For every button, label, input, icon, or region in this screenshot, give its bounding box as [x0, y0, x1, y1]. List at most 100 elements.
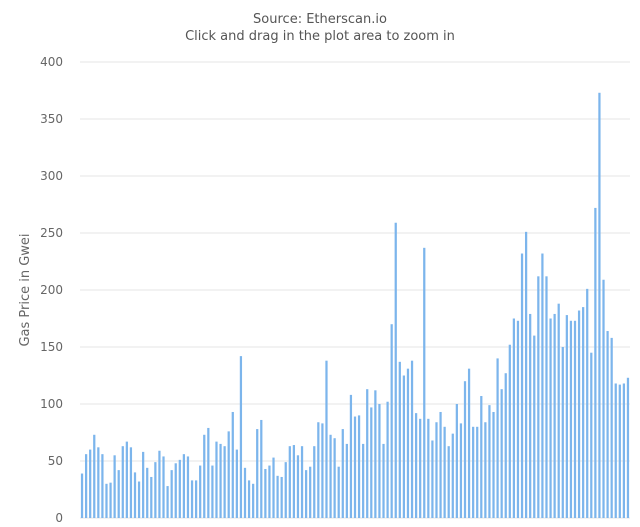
bar[interactable] — [89, 449, 92, 518]
bar[interactable] — [545, 276, 548, 518]
bar[interactable] — [533, 335, 536, 518]
bar[interactable] — [113, 455, 116, 518]
bar[interactable] — [586, 288, 589, 518]
bar[interactable] — [382, 443, 385, 518]
bar[interactable] — [463, 381, 467, 518]
bar[interactable] — [174, 463, 177, 518]
bar[interactable] — [345, 443, 348, 518]
bar[interactable] — [529, 313, 532, 518]
bar[interactable] — [288, 446, 291, 518]
bar[interactable] — [504, 373, 507, 518]
bar[interactable] — [80, 473, 84, 518]
bar[interactable] — [561, 347, 564, 518]
bar[interactable] — [366, 389, 369, 518]
bar[interactable] — [410, 360, 414, 518]
bar[interactable] — [207, 427, 210, 518]
bar[interactable] — [231, 411, 234, 518]
bar[interactable] — [480, 396, 483, 518]
bar[interactable] — [598, 92, 601, 518]
bar[interactable] — [431, 440, 434, 518]
bar[interactable] — [427, 418, 430, 518]
bar[interactable] — [284, 462, 287, 518]
bar[interactable] — [549, 318, 552, 519]
bars[interactable] — [80, 92, 630, 519]
bar[interactable] — [84, 454, 88, 518]
bar[interactable] — [199, 465, 202, 518]
bar[interactable] — [626, 377, 630, 518]
bar[interactable] — [582, 307, 585, 518]
bar[interactable] — [158, 450, 161, 518]
bar[interactable] — [455, 404, 458, 518]
bar[interactable] — [170, 470, 173, 518]
bar[interactable] — [223, 446, 226, 518]
bar[interactable] — [329, 434, 332, 518]
bar[interactable] — [472, 426, 475, 518]
bar[interactable] — [194, 480, 198, 518]
bar[interactable] — [614, 383, 617, 518]
bar[interactable] — [304, 470, 308, 518]
bar[interactable] — [125, 441, 128, 518]
bar[interactable] — [594, 207, 597, 519]
bar[interactable] — [211, 465, 214, 518]
bar[interactable] — [492, 411, 495, 518]
bar[interactable] — [602, 279, 605, 518]
bar[interactable] — [268, 465, 271, 518]
bar[interactable] — [439, 411, 442, 518]
bar[interactable] — [459, 423, 463, 518]
bar[interactable] — [520, 253, 524, 518]
bar[interactable] — [398, 361, 401, 518]
bar[interactable] — [512, 318, 516, 519]
bar[interactable] — [203, 434, 206, 518]
bar[interactable] — [590, 352, 593, 518]
bar[interactable] — [610, 337, 613, 518]
bar[interactable] — [227, 431, 230, 518]
bar[interactable] — [435, 422, 438, 518]
bar[interactable] — [569, 320, 573, 518]
bar[interactable] — [406, 368, 410, 518]
bar[interactable] — [321, 423, 324, 518]
bar[interactable] — [150, 476, 153, 518]
bar[interactable] — [117, 470, 120, 518]
bar[interactable] — [133, 472, 137, 518]
bar[interactable] — [247, 480, 251, 518]
bar[interactable] — [296, 455, 300, 518]
bar[interactable] — [606, 331, 609, 518]
bar[interactable] — [496, 358, 499, 518]
bar[interactable] — [402, 375, 406, 519]
bar[interactable] — [325, 360, 328, 518]
bar[interactable] — [541, 253, 544, 518]
bar[interactable] — [370, 407, 373, 518]
bar[interactable] — [105, 483, 108, 518]
bar[interactable] — [276, 475, 279, 518]
bar[interactable] — [260, 419, 263, 518]
bar[interactable] — [182, 454, 186, 518]
bar[interactable] — [565, 315, 568, 518]
bar[interactable] — [313, 446, 316, 518]
bar[interactable] — [272, 457, 275, 518]
bar[interactable] — [467, 368, 471, 518]
bar[interactable] — [443, 426, 446, 518]
bar[interactable] — [353, 416, 357, 518]
bar[interactable] — [618, 384, 621, 518]
bar[interactable] — [349, 394, 353, 518]
bar[interactable] — [484, 422, 487, 518]
bar[interactable] — [252, 483, 255, 518]
bar[interactable] — [508, 344, 511, 518]
bar[interactable] — [215, 441, 218, 518]
bar[interactable] — [500, 389, 503, 518]
bar[interactable] — [235, 449, 238, 518]
bar[interactable] — [129, 447, 133, 518]
bar[interactable] — [190, 480, 194, 518]
bar[interactable] — [386, 401, 389, 518]
bar[interactable] — [553, 313, 556, 518]
bar[interactable] — [488, 405, 491, 518]
bar[interactable] — [292, 445, 296, 518]
bar[interactable] — [378, 404, 381, 518]
bar[interactable] — [178, 459, 181, 518]
bar[interactable] — [280, 476, 283, 518]
bar[interactable] — [419, 418, 422, 518]
bar[interactable] — [317, 422, 320, 518]
bar[interactable] — [93, 434, 96, 518]
bar[interactable] — [447, 446, 450, 518]
